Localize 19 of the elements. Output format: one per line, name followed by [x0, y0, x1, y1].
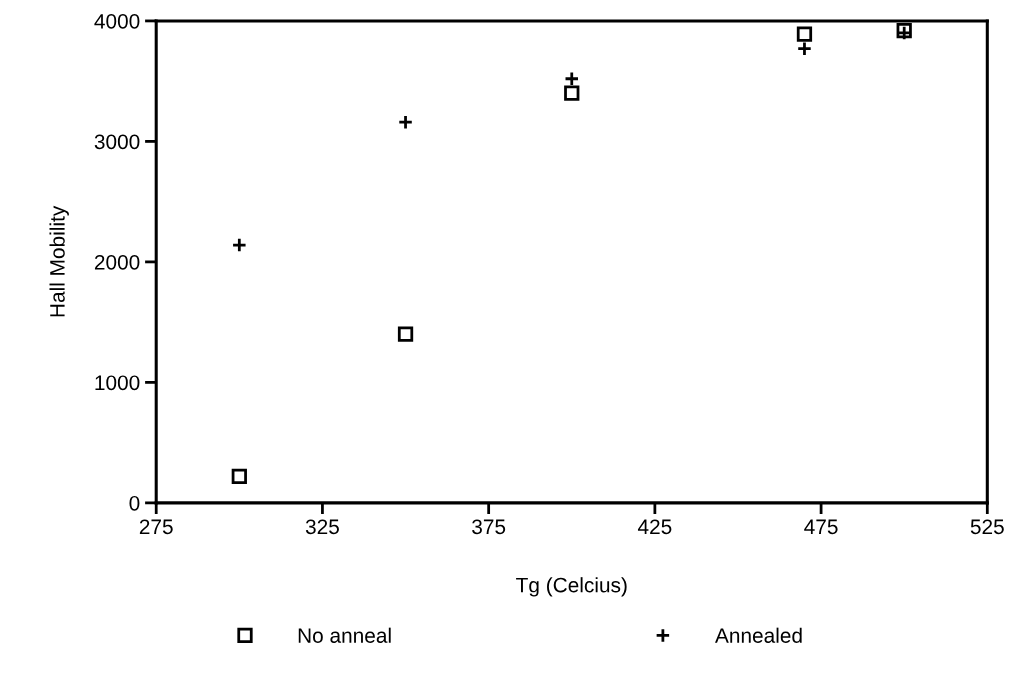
point	[231, 468, 247, 485]
x-tick-label: 425	[637, 519, 672, 535]
x-tick-label: 475	[804, 519, 838, 535]
y-tick-label: 4000	[94, 13, 140, 29]
point	[796, 26, 813, 42]
x-tick-label: 275	[139, 519, 173, 535]
x-tick-label: 375	[472, 519, 506, 535]
legend-label: Annealed	[715, 627, 802, 643]
y-tick-label: 3000	[94, 134, 140, 150]
legend-label: No anneal	[298, 627, 391, 643]
y-axis-title: Hall Mobility	[49, 205, 69, 317]
y-tick-label: 1000	[95, 375, 140, 391]
y-tick-label: 0	[129, 495, 140, 511]
x-tick-label: 325	[305, 519, 339, 535]
point	[564, 85, 580, 101]
x-tick-label: 525	[970, 519, 1004, 535]
y-tick-label: 2000	[94, 254, 140, 270]
x-axis-title: Tg (Celcius)	[516, 577, 627, 597]
point	[397, 326, 414, 342]
